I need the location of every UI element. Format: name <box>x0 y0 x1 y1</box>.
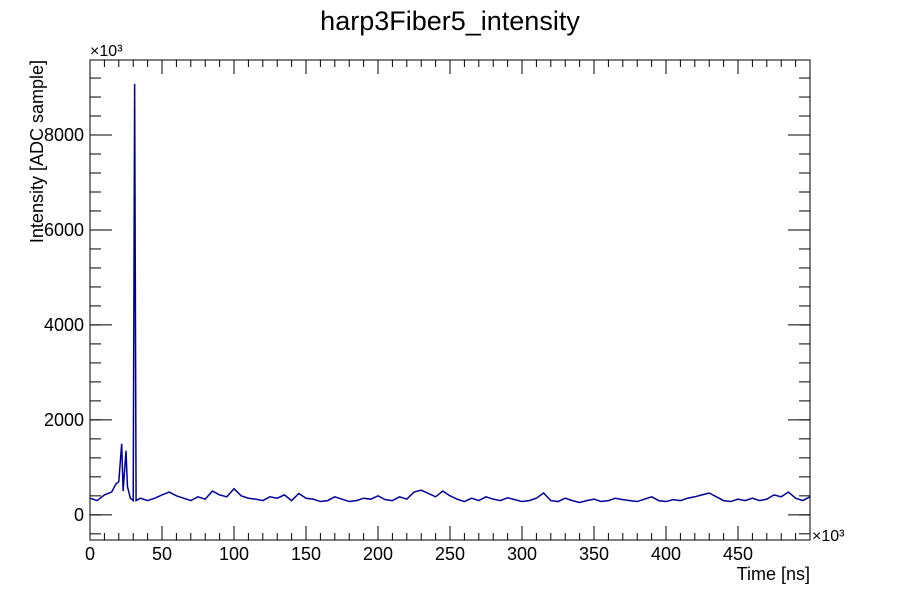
y-tick-label: 2000 <box>44 410 84 430</box>
x-tick-label: 450 <box>723 544 753 564</box>
x-tick-label: 400 <box>651 544 681 564</box>
x-tick-label: 200 <box>363 544 393 564</box>
x-axis-label: Time [ns] <box>737 564 810 584</box>
x-tick-label: 350 <box>579 544 609 564</box>
x-tick-label: 50 <box>152 544 172 564</box>
y-axis-label: Intensity [ADC sample] <box>27 60 47 243</box>
x-tick-label: 100 <box>219 544 249 564</box>
x-tick-label: 300 <box>507 544 537 564</box>
y-tick-label: 8000 <box>44 125 84 145</box>
data-line <box>89 83 811 504</box>
x-tick-label: 250 <box>435 544 465 564</box>
y-tick-label: 4000 <box>44 315 84 335</box>
chart-title: harp3Fiber5_intensity <box>320 6 580 36</box>
y-tick-label: 6000 <box>44 220 84 240</box>
y-tick-label: 0 <box>74 505 84 525</box>
x-tick-label: 0 <box>85 544 95 564</box>
x-tick-label: 150 <box>291 544 321 564</box>
x-multiplier: ×10³ <box>812 528 845 545</box>
y-multiplier: ×10³ <box>90 43 123 60</box>
